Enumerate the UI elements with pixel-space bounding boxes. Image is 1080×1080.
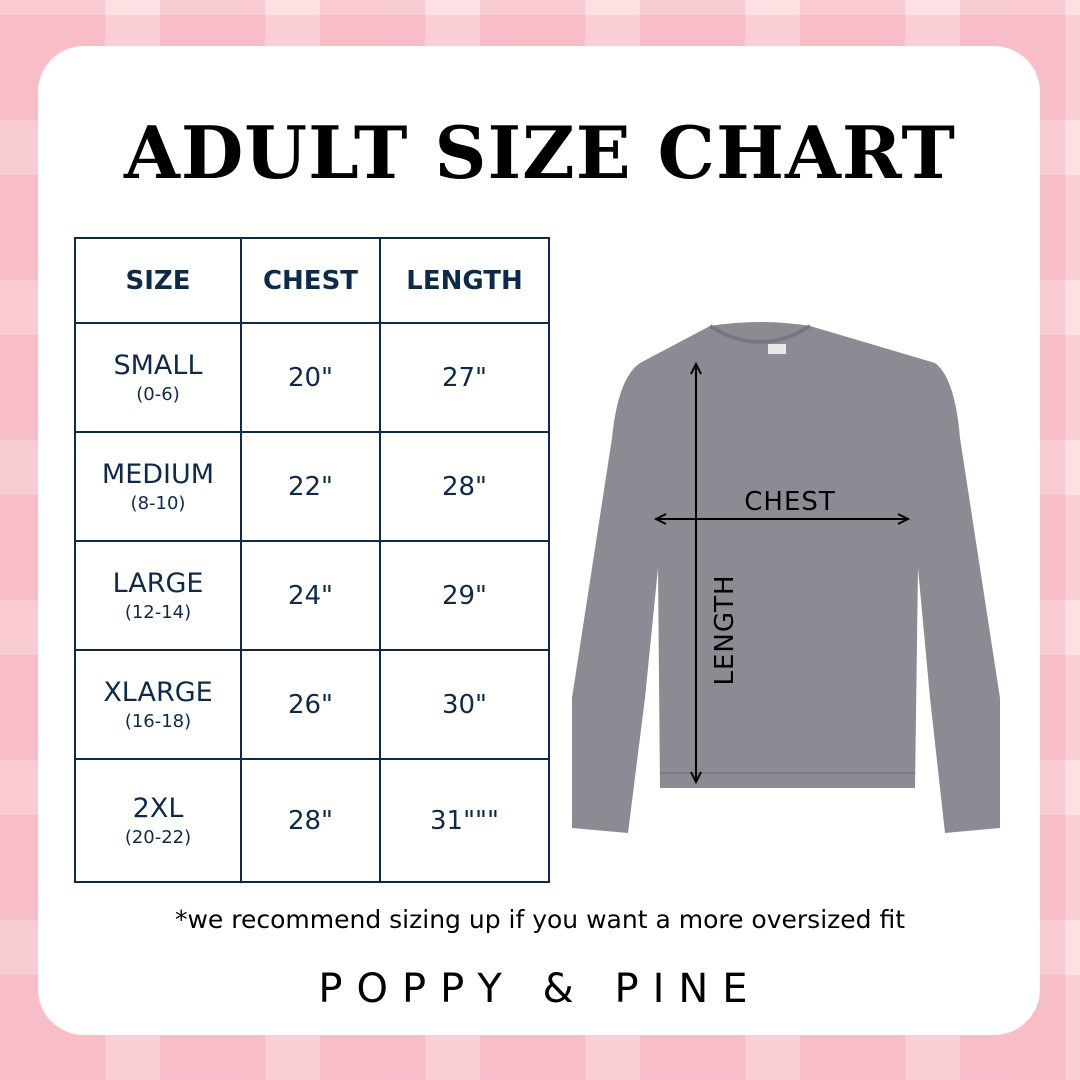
table-row: SMALL (0-6) 20" 27" [74,322,550,433]
length-cell: 31""" [379,758,550,883]
size-name: MEDIUM [101,459,215,491]
size-cell: LARGE (12-14) [74,540,242,651]
size-table: SIZE CHEST LENGTH SMALL (0-6) 20" 27" MED… [74,237,550,883]
size-cell: SMALL (0-6) [74,322,242,433]
size-name: XLARGE [103,677,213,709]
table-row: XLARGE (16-18) 26" 30" [74,649,550,760]
header-length: LENGTH [379,237,550,324]
sizing-note: *we recommend sizing up if you want a mo… [174,905,906,934]
table-row: 2XL (20-22) 28" 31""" [74,758,550,883]
chest-cell: 24" [240,540,381,651]
chest-cell: 28" [240,758,381,883]
page-title: ADULT SIZE CHART [123,110,956,195]
size-range: (0-6) [136,384,180,406]
size-cell: 2XL (20-22) [74,758,242,883]
table-header: SIZE CHEST LENGTH [74,237,550,324]
length-cell: 29" [379,540,550,651]
length-label: LENGTH [710,574,740,685]
length-cell: 30" [379,649,550,760]
measure-arrows [653,361,911,785]
size-name: SMALL [113,350,203,382]
header-chest: CHEST [240,237,381,324]
brand-logo: POPPY & PINE [318,966,762,1012]
size-range: (16-18) [124,711,192,733]
chest-label: CHEST [744,487,836,517]
size-name: 2XL [132,793,184,825]
chest-cell: 22" [240,431,381,542]
tag-icon [768,344,786,354]
size-cell: XLARGE (16-18) [74,649,242,760]
chest-cell: 26" [240,649,381,760]
size-range: (8-10) [130,493,186,515]
length-cell: 27" [379,322,550,433]
sweatshirt-diagram: CHEST LENGTH [572,322,1000,833]
size-name: LARGE [112,568,204,600]
size-range: (20-22) [124,827,192,849]
size-range: (12-14) [124,602,192,624]
chest-cell: 20" [240,322,381,433]
table-row: LARGE (12-14) 24" 29" [74,540,550,651]
table-row: MEDIUM (8-10) 22" 28" [74,431,550,542]
size-cell: MEDIUM (8-10) [74,431,242,542]
header-size: SIZE [74,237,242,324]
sweatshirt-image [572,322,1000,833]
length-cell: 28" [379,431,550,542]
